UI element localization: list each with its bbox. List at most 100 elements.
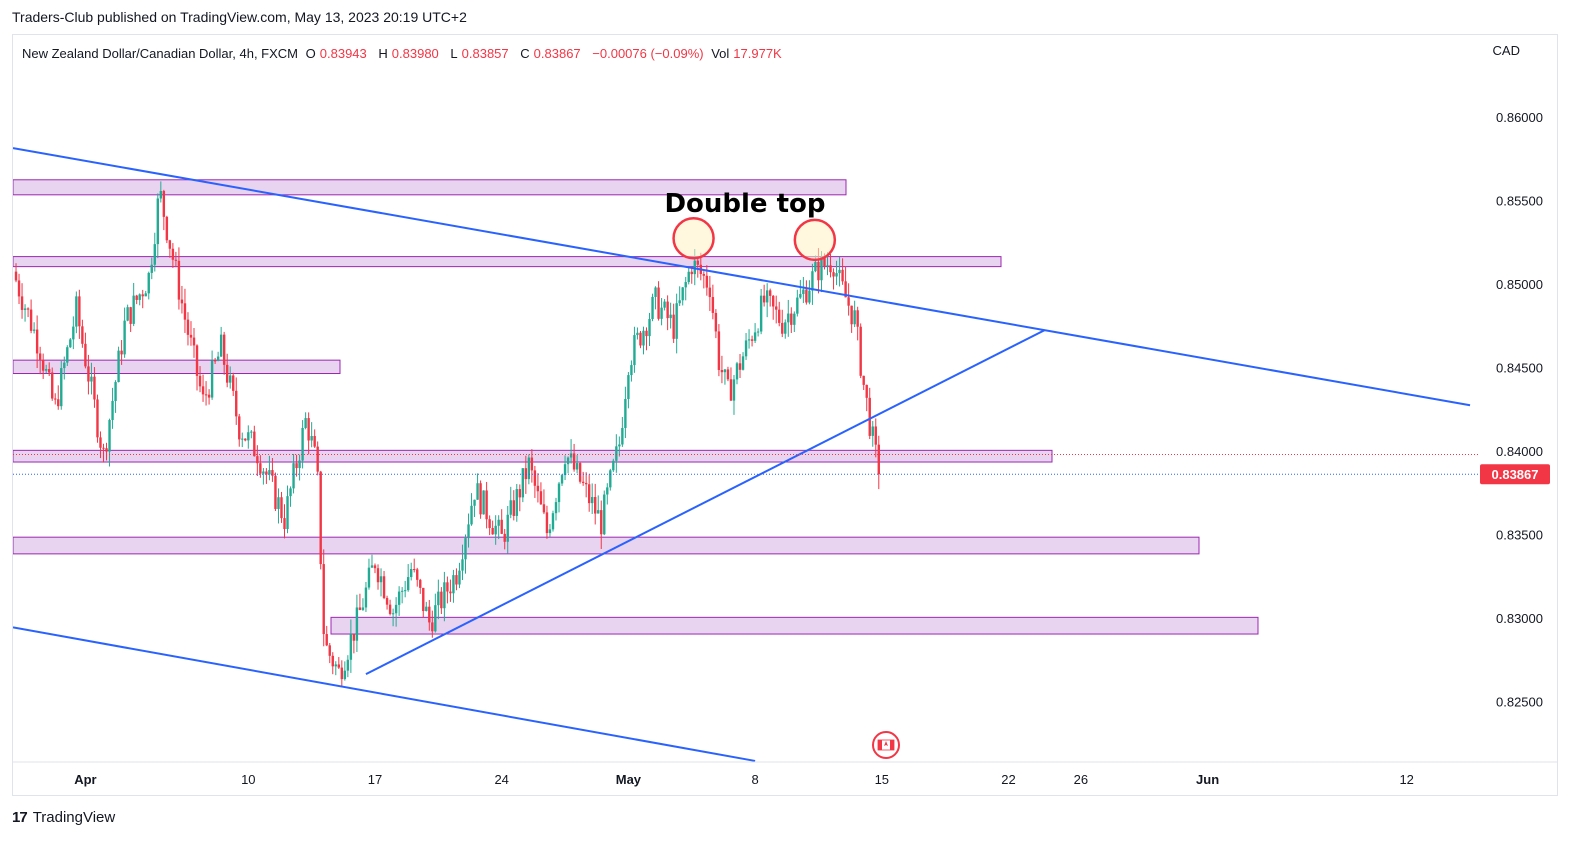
- candle-body: [548, 529, 552, 534]
- candle-body: [431, 622, 434, 632]
- candle-body: [219, 334, 223, 357]
- candle-body: [750, 339, 754, 341]
- tradingview-logo-icon: 17: [12, 809, 28, 826]
- trendline: [365, 329, 1046, 676]
- symbol-title[interactable]: New Zealand Dollar/Canadian Dollar, 4h, …: [22, 46, 299, 61]
- candle-body: [232, 375, 235, 391]
- candle-body: [244, 438, 247, 441]
- candle-body: [693, 260, 696, 275]
- candle-body: [678, 300, 681, 304]
- candle-body: [488, 519, 491, 529]
- candle-body: [485, 490, 488, 520]
- candle-body: [416, 569, 419, 580]
- candle-body: [198, 375, 202, 387]
- candle-body: [615, 446, 618, 461]
- candle-body: [663, 301, 666, 308]
- candle-body: [213, 360, 217, 362]
- candle-body: [425, 606, 428, 612]
- candle-body: [563, 464, 567, 476]
- publish-info: Traders-Club published on TradingView.co…: [12, 9, 467, 25]
- candle-body: [256, 456, 259, 464]
- candle-body: [385, 597, 389, 605]
- candle-body: [253, 431, 256, 457]
- candle-body: [509, 500, 512, 515]
- candle-body: [247, 432, 250, 441]
- candle-body: [141, 294, 144, 297]
- tradingview-logo[interactable]: 17 TradingView: [12, 809, 115, 826]
- candle-body: [144, 293, 147, 297]
- candle-body: [54, 398, 57, 400]
- candle-body: [868, 397, 871, 436]
- candle-body: [687, 271, 690, 283]
- candle-body: [729, 379, 733, 401]
- candle-body: [238, 416, 241, 440]
- candle-body: [102, 447, 105, 449]
- candle-body: [666, 301, 669, 319]
- candle-body: [591, 497, 594, 504]
- candle-body: [847, 297, 850, 306]
- candle-body: [207, 394, 211, 398]
- time-tick-label: 8: [751, 772, 758, 787]
- price-tick-label: 0.82500: [1496, 695, 1543, 710]
- candle-body: [334, 664, 337, 667]
- candle-body: [225, 364, 229, 383]
- flag-left-band: [878, 740, 882, 750]
- candle-body: [669, 314, 672, 319]
- candle-body: [455, 575, 458, 585]
- candle-body: [286, 496, 289, 530]
- candle-body: [331, 655, 334, 667]
- candle-body: [162, 191, 166, 217]
- candle-body: [370, 565, 374, 568]
- change-value: −0.00076 (−0.09%): [592, 46, 704, 61]
- candle-body: [458, 570, 461, 585]
- candle-body: [262, 471, 265, 474]
- candle-body: [120, 350, 123, 355]
- vol-label: Vol: [711, 46, 730, 61]
- candle-body: [259, 463, 262, 474]
- candle-body: [832, 272, 835, 277]
- candle-body: [117, 350, 120, 383]
- candle-body: [150, 264, 153, 273]
- candle-body: [844, 281, 847, 298]
- candle-body: [23, 308, 27, 310]
- candle-body: [838, 269, 841, 274]
- candle-body: [449, 591, 452, 594]
- candle-body: [775, 306, 778, 310]
- candle-body: [506, 514, 509, 542]
- candle-body: [539, 491, 543, 505]
- candle-body: [808, 290, 811, 303]
- candle-body: [57, 399, 60, 407]
- currency-label: CAD: [1492, 43, 1520, 58]
- candle-body: [865, 384, 868, 398]
- candle-body: [81, 326, 84, 344]
- candle-body: [841, 269, 844, 282]
- candle-body: [322, 564, 325, 635]
- candle-body: [44, 369, 48, 371]
- candle-body: [313, 436, 316, 447]
- candle-body: [66, 347, 69, 363]
- chart-frame[interactable]: [12, 34, 1558, 796]
- close-value: 0.83867: [533, 46, 581, 61]
- candle-body: [51, 372, 54, 399]
- candle-body: [648, 319, 651, 337]
- candle-body: [762, 295, 766, 303]
- candle-body: [814, 261, 817, 272]
- candle-body: [382, 576, 386, 598]
- candle-body: [195, 345, 199, 376]
- candle-body: [346, 659, 350, 671]
- candle-body: [735, 363, 739, 380]
- candle-body: [319, 471, 322, 565]
- price-tick-label: 0.85500: [1496, 194, 1543, 209]
- candle-body: [406, 577, 410, 591]
- candle-body: [778, 309, 781, 323]
- time-tick-label: 17: [368, 772, 382, 787]
- candle-body: [575, 463, 579, 470]
- candle-body: [500, 519, 503, 534]
- candle-body: [32, 329, 36, 331]
- candle-body: [497, 519, 500, 526]
- candle-body: [159, 191, 163, 199]
- candle-body: [805, 289, 808, 303]
- time-tick-label: 22: [1001, 772, 1015, 787]
- candle-body: [265, 471, 268, 475]
